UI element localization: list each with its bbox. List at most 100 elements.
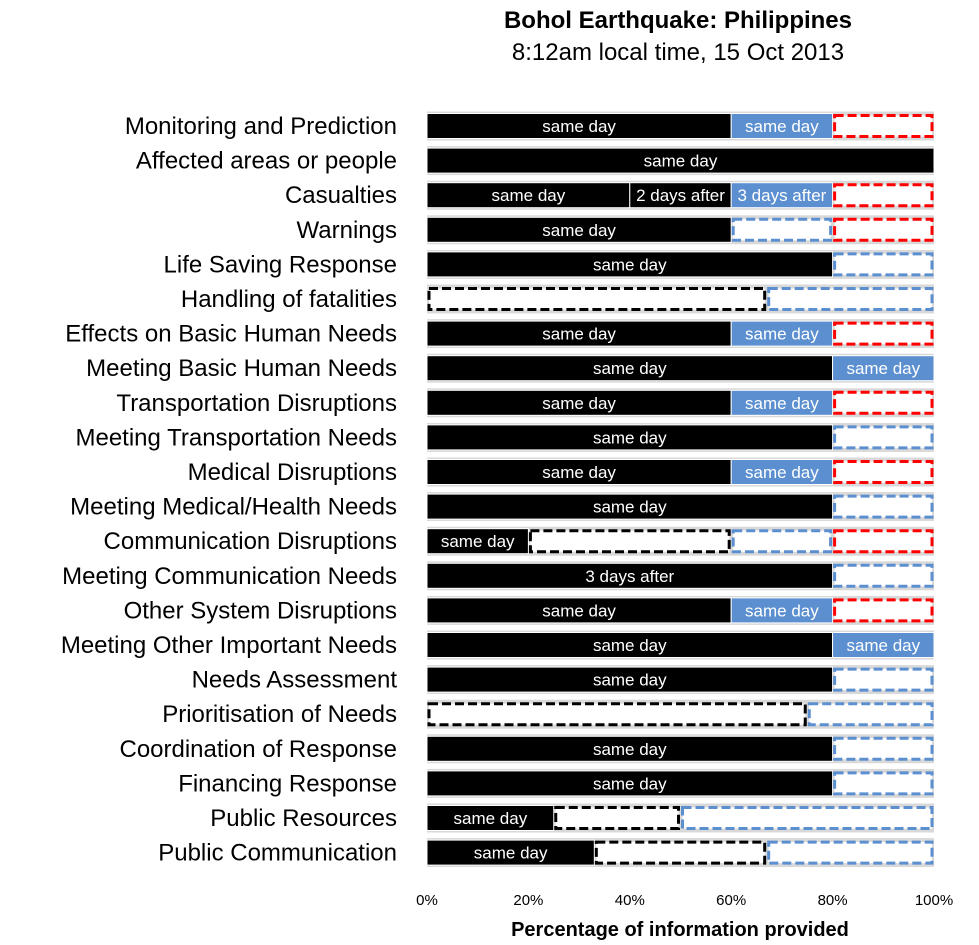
bar-row: Other System Disruptions same day same day: [124, 595, 934, 625]
bar-segment: [730, 113, 834, 139]
bar-row: Warnings same day: [297, 215, 934, 245]
segment-label: same day: [454, 809, 528, 828]
bar-row: Public Resources same day: [210, 803, 934, 833]
x-axis-ticks: 0% 20% 40% 60% 80% 100%: [416, 892, 953, 909]
category-label: Handling of fatalities: [181, 286, 397, 313]
bar-segment: [832, 355, 935, 382]
segment-label: same day: [593, 359, 667, 378]
bar-segment: [426, 251, 834, 278]
bar-segment-outline: [767, 287, 934, 311]
category-label: Medical Disruptions: [188, 459, 397, 486]
bar-segment-outline: [833, 563, 934, 588]
bar-segment-outline: [833, 460, 934, 484]
segment-label: same day: [593, 636, 667, 655]
bar-segment: [426, 528, 529, 555]
bar-segment-outline: [833, 252, 934, 277]
bar-segment-outline: [833, 217, 934, 242]
bar-row: Public Communication same day: [158, 838, 934, 868]
bar-segment: [426, 182, 631, 209]
x-tick-label: 40%: [615, 892, 645, 909]
bar-row: Life Saving Response same day: [164, 249, 934, 279]
segment-label: same day: [441, 532, 515, 551]
segment-label: 2 days after: [636, 186, 725, 205]
category-label: Warnings: [297, 217, 397, 244]
x-tick-label: 60%: [716, 892, 746, 909]
segment-label: same day: [745, 394, 819, 413]
category-label: Prioritisation of Needs: [162, 701, 397, 728]
category-label: Casualties: [285, 182, 397, 209]
category-label: Meeting Communication Needs: [62, 563, 397, 590]
bar-row: Affected areas or people same day: [136, 146, 935, 176]
bar-segment-outline: [427, 287, 767, 311]
bar-segment-outline: [833, 425, 934, 450]
bar-row: Prioritisation of Needs: [162, 699, 934, 729]
plot-area: Monitoring and Prediction same day same da…: [61, 111, 935, 868]
bar-row: Effects on Basic Human Needs same day same…: [65, 319, 934, 349]
bar-row: Meeting Medical/Health Needs same day: [70, 492, 934, 522]
bar-row: Meeting Transportation Needs same day: [75, 422, 934, 452]
bar-segment-outline: [427, 702, 807, 727]
bar-segment: [426, 839, 595, 866]
bar-segment: [426, 493, 834, 520]
segment-label: same day: [593, 740, 667, 759]
segment-label: same day: [745, 463, 819, 482]
bar-segment: [426, 424, 834, 451]
segment-label: same day: [593, 671, 667, 690]
bar-segment-outline: [833, 321, 934, 346]
bar-segment: [832, 632, 935, 658]
bar-segment: [426, 805, 555, 831]
bar-segment: [426, 147, 935, 174]
category-label: Meeting Other Important Needs: [61, 632, 397, 659]
category-label: Coordination of Response: [119, 736, 397, 763]
bar-row: Medical Disruptions same day same day: [188, 457, 934, 487]
bar-segment: [426, 666, 834, 693]
segment-label: same day: [542, 463, 616, 482]
category-label: Communication Disruptions: [104, 528, 397, 555]
bar-segment-outline: [833, 494, 934, 519]
bar-segment: [426, 562, 834, 589]
bar-segment: [426, 216, 732, 243]
bar-segment: [426, 735, 834, 762]
bar-row: Transportation Disruptions same day same d…: [116, 388, 934, 418]
bar-segment-outline: [833, 771, 934, 796]
category-label: Life Saving Response: [164, 251, 397, 278]
bar-segment: [629, 182, 732, 209]
segment-label: same day: [745, 325, 819, 344]
category-label: Financing Response: [178, 770, 397, 797]
bar-row: Casualties same day 2 days after 3 days aft…: [285, 180, 934, 210]
bar-segment-outline: [833, 183, 934, 208]
bar-segment: [730, 459, 834, 485]
segment-label: same day: [745, 601, 819, 620]
segment-label: same day: [593, 255, 667, 274]
category-label: Monitoring and Prediction: [125, 113, 397, 140]
bar-segment: [426, 389, 732, 416]
bar-row: Meeting Basic Human Needs same day same da…: [86, 353, 935, 383]
bar-segment-outline: [833, 390, 934, 415]
segment-label: same day: [644, 152, 718, 171]
bar-segment-outline: [731, 217, 833, 242]
segment-label: same day: [846, 359, 920, 378]
segment-label: same day: [846, 636, 920, 655]
category-label: Needs Assessment: [192, 667, 398, 694]
x-tick-label: 80%: [818, 892, 848, 909]
segment-label: same day: [542, 394, 616, 413]
x-tick-label: 20%: [513, 892, 543, 909]
segment-label: same day: [593, 498, 667, 517]
segment-label: same day: [542, 117, 616, 136]
bar-segment-outline: [833, 529, 934, 554]
bar-segment-outline: [807, 702, 934, 727]
segment-label: same day: [593, 428, 667, 447]
segment-label: same day: [542, 221, 616, 240]
bar-segment-outline: [731, 529, 833, 554]
chart-subtitle: 8:12am local time, 15 Oct 2013: [512, 39, 844, 66]
bar-row: Needs Assessment same day: [192, 665, 934, 695]
bar-segment: [426, 459, 732, 485]
bar-row: Meeting Other Important Needs same day sam…: [61, 630, 935, 660]
category-label: Public Communication: [158, 840, 397, 867]
x-tick-label: 100%: [915, 892, 953, 909]
segment-label: 3 days after: [585, 567, 674, 586]
bar-segment-outline: [554, 806, 680, 830]
bar-segment-outline: [833, 598, 934, 623]
segment-label: same day: [593, 774, 667, 793]
